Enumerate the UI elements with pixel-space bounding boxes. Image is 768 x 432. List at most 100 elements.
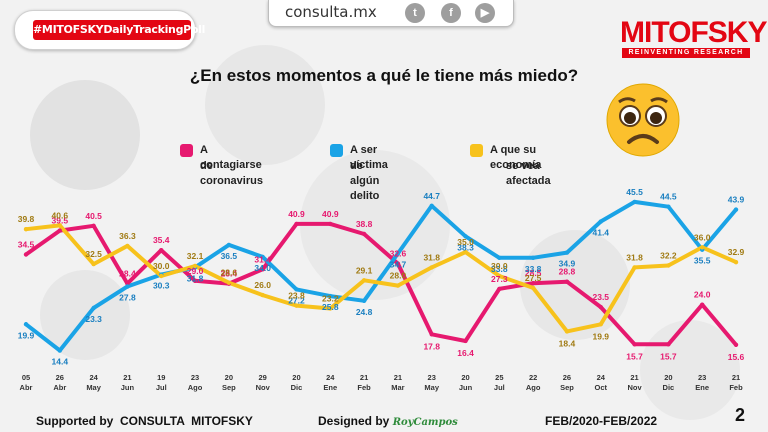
- data-label: 15.7: [660, 351, 677, 361]
- data-label: 28.0: [390, 271, 407, 281]
- data-label: 45.5: [626, 187, 643, 197]
- data-label: 41.4: [592, 228, 609, 238]
- x-tick-day: 29: [258, 373, 266, 382]
- facebook-icon[interactable]: f: [441, 3, 461, 23]
- x-tick-month: Ene: [323, 383, 337, 392]
- data-label: 35.5: [694, 256, 711, 266]
- data-point: [91, 223, 96, 229]
- data-point: [530, 285, 536, 291]
- data-point: [598, 304, 603, 310]
- data-label: 23.8: [288, 291, 305, 301]
- footer-designed: Designed by RoyCampos: [318, 414, 458, 428]
- designed-value: RoyCampos: [392, 417, 458, 428]
- site-link[interactable]: consulta.mx: [285, 3, 377, 21]
- data-point: [328, 221, 333, 227]
- data-label: 28.6: [221, 268, 238, 278]
- brand-tagline: REINVENTING RESEARCH: [622, 48, 750, 58]
- x-tick-day: 23: [191, 373, 199, 382]
- data-label: 30.0: [491, 261, 508, 271]
- twitter-icon[interactable]: t: [405, 3, 425, 23]
- data-label: 23.2: [322, 293, 339, 303]
- series-line-1: [24, 199, 738, 353]
- data-label: 27.5: [525, 273, 542, 283]
- legend-label-line2: de coronavirus: [200, 160, 263, 187]
- data-point: [429, 265, 434, 270]
- data-point: [23, 226, 29, 232]
- data-point: [733, 342, 739, 347]
- data-point: [260, 292, 265, 298]
- page-number: 2: [735, 405, 746, 425]
- x-tick-day: 21: [732, 373, 740, 382]
- designed-label: Designed by: [318, 414, 390, 428]
- footer-period: FEB/2020-FEB/2022: [545, 414, 658, 428]
- x-tick-day: 24: [597, 373, 606, 382]
- data-label: 36.3: [119, 231, 136, 241]
- x-tick-month: Dic: [663, 383, 675, 392]
- x-tick-day: 20: [225, 373, 233, 382]
- data-label: 43.9: [728, 195, 745, 205]
- x-tick-month: Dic: [291, 383, 303, 392]
- data-label: 28.5: [525, 268, 542, 278]
- supported-label: Supported by: [36, 414, 114, 428]
- data-point: [361, 231, 367, 237]
- data-label: 44.7: [423, 191, 440, 201]
- x-tick-month: Jul: [156, 383, 167, 392]
- legend-swatch: [330, 144, 343, 157]
- data-label: 31.8: [423, 252, 440, 262]
- x-tick-day: 21: [630, 373, 638, 382]
- x-tick-month: Sep: [222, 383, 236, 392]
- data-label: 26.0: [254, 280, 271, 290]
- data-point: [192, 263, 198, 269]
- x-tick-month: Ene: [695, 383, 709, 392]
- data-point: [294, 221, 299, 227]
- data-label: 16.4: [457, 348, 474, 358]
- data-point: [666, 204, 671, 209]
- data-label: 29.1: [356, 265, 373, 275]
- data-label: 24.8: [356, 307, 373, 317]
- data-label: 27.2: [288, 295, 305, 305]
- data-label: 32.1: [187, 251, 204, 261]
- data-point: [125, 284, 130, 289]
- background-virus-icon: [30, 80, 140, 190]
- data-label: 35.0: [457, 237, 474, 247]
- x-tick-month: Mar: [391, 383, 404, 392]
- data-label: 27.3: [491, 274, 508, 284]
- x-tick-month: Oct: [595, 383, 608, 392]
- data-label: 33.8: [525, 264, 542, 274]
- x-tick-day: 19: [157, 373, 165, 382]
- x-tick-month: May: [424, 383, 439, 392]
- data-label: 25.8: [322, 302, 339, 312]
- data-point: [699, 245, 705, 250]
- top-bar: consulta.mx t f ▶: [268, 0, 514, 27]
- x-tick-month: Jun: [121, 383, 135, 392]
- data-label: 32.9: [728, 247, 745, 257]
- data-point: [23, 252, 29, 257]
- data-point: [260, 267, 265, 272]
- data-point: [733, 207, 739, 212]
- data-label: 27.8: [119, 293, 136, 303]
- x-tick-month: May: [86, 383, 101, 392]
- x-tick-month: Sep: [560, 383, 574, 392]
- data-point: [497, 255, 502, 261]
- data-point: [23, 322, 29, 327]
- data-point: [226, 280, 232, 285]
- data-point: [361, 278, 367, 283]
- data-point: [733, 259, 739, 265]
- data-point: [192, 278, 198, 283]
- data-label: 32.2: [660, 250, 677, 260]
- data-point: [91, 305, 96, 311]
- data-label: 18.4: [559, 338, 576, 348]
- data-label: 39.8: [18, 214, 35, 224]
- data-label: 28.4: [221, 269, 238, 279]
- youtube-icon[interactable]: ▶: [475, 3, 495, 23]
- brand-logo: MITOFSKY: [620, 16, 767, 49]
- x-tick-day: 25: [495, 373, 503, 382]
- data-label: 38.8: [356, 219, 373, 229]
- data-label: 39.5: [52, 216, 69, 226]
- x-tick-day: 26: [563, 373, 571, 382]
- data-point: [463, 234, 468, 239]
- data-label: 31.4: [254, 254, 271, 264]
- x-tick-month: Jul: [494, 383, 505, 392]
- data-label: 34.5: [18, 240, 35, 250]
- x-tick-month: Nov: [627, 383, 642, 392]
